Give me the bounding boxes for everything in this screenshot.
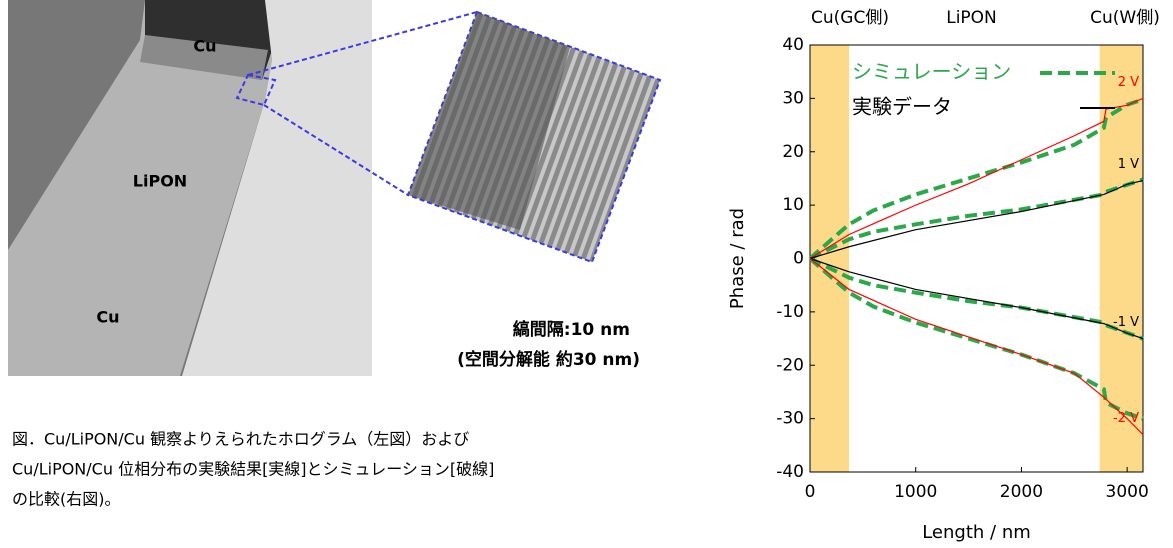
fringe-spacing: 縞間隔:10 nm [513, 319, 630, 340]
image-label: Cu [193, 37, 216, 56]
y-tick-label: -20 [776, 355, 804, 375]
x-tick-label: 0 [805, 482, 816, 502]
series-label: 2 V [1118, 75, 1139, 90]
region-label: LiPON [946, 8, 997, 28]
resolution: (空間分解能 約30 nm) [457, 349, 640, 370]
y-tick-label: -40 [776, 462, 804, 482]
y-tick-label: 30 [782, 88, 804, 108]
caption-line: Cu/LiPON/Cu 位相分布の実験結果[実線]とシミュレーション[破線] [12, 460, 494, 479]
legend-label: 実験データ [852, 95, 952, 119]
y-axis-title: Phase / rad [727, 208, 748, 309]
legend-label: シミュレーション [852, 60, 1011, 84]
series-label: -2 V [1113, 411, 1139, 426]
y-tick-label: 20 [782, 142, 804, 162]
chart: Cu(GC側) LiPON Cu(W側) -40 -30 -20 -10 0 10 20 30 40 0… [727, 8, 1160, 543]
x-tick-label: 3000 [1106, 482, 1149, 502]
y-tick-label: 0 [793, 249, 804, 269]
series-label: 1 V [1118, 157, 1139, 172]
y-tick-label: -30 [776, 409, 804, 429]
y-tick-label: 10 [782, 195, 804, 215]
x-axis-title: Length / nm [922, 522, 1031, 543]
region-shade [810, 45, 849, 472]
image-label: Cu [96, 308, 119, 327]
x-tick-label: 2000 [1000, 482, 1043, 502]
caption-line: 図．Cu/LiPON/Cu 観察よりえられたホログラム（左図）および [12, 430, 469, 449]
region-label: Cu(W側) [1090, 8, 1160, 28]
region-label: Cu(GC側) [811, 8, 889, 28]
y-tick-label: 40 [782, 35, 804, 55]
caption-line: の比較(右図)。 [12, 490, 121, 509]
x-tick-label: 1000 [894, 482, 937, 502]
series-label: -1 V [1113, 315, 1139, 330]
image-label: LiPON [133, 172, 187, 191]
y-tick-label: -10 [776, 302, 804, 322]
page: Cu LiPON Cu 縞間隔:10 nm (空間分解能 約30 nm) 図．C… [0, 0, 1173, 544]
experiment-line [810, 259, 1143, 435]
